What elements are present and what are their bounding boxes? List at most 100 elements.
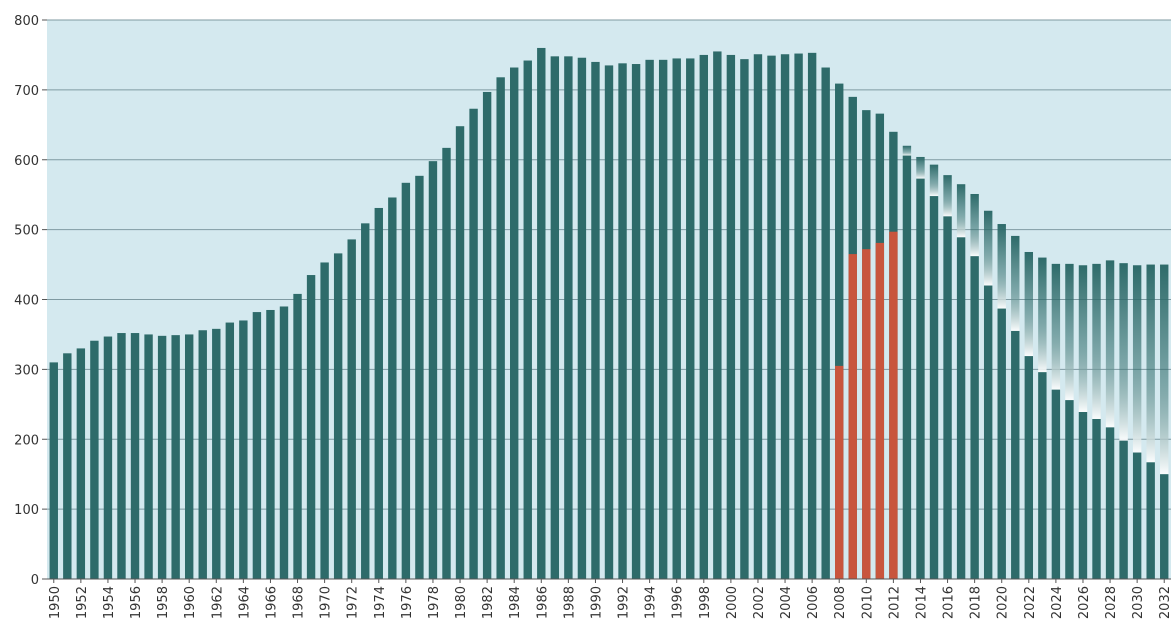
bar-2029 xyxy=(1119,440,1128,579)
bar-projection-2013 xyxy=(902,145,912,156)
bar-1991 xyxy=(604,65,614,579)
bar-2022 xyxy=(1024,356,1034,579)
bar-2025 xyxy=(1065,400,1074,579)
bar-projection-2019 xyxy=(983,210,993,286)
bar-2016 xyxy=(943,216,952,579)
x-tick-label: 1960 xyxy=(183,586,198,619)
bar-1967 xyxy=(279,306,289,579)
x-tick-label: 2002 xyxy=(752,586,767,619)
bar-projection-2023 xyxy=(1038,257,1047,373)
x-tick-label: 2006 xyxy=(806,586,821,619)
bar-1952 xyxy=(76,348,86,579)
bar-1978 xyxy=(428,161,438,579)
y-tick-label: 100 xyxy=(14,503,39,518)
bar-2017 xyxy=(956,237,966,579)
x-tick-label: 1992 xyxy=(617,586,632,619)
x-tick-label: 1988 xyxy=(562,586,577,619)
bar-1985 xyxy=(523,60,532,579)
bar-2014 xyxy=(916,178,925,579)
bar-1969 xyxy=(306,275,316,579)
bar-1960 xyxy=(184,334,194,579)
bar-1980 xyxy=(455,126,465,580)
bar-1994 xyxy=(645,59,654,580)
x-tick-label: 1976 xyxy=(400,586,415,619)
bar-projection-2029 xyxy=(1119,263,1128,441)
y-tick-label: 0 xyxy=(31,573,39,588)
bar-1956 xyxy=(130,333,140,579)
bar-2020 xyxy=(997,308,1006,579)
bar-1981 xyxy=(469,108,478,580)
y-tick-label: 800 xyxy=(14,14,39,29)
bar-2024 xyxy=(1051,389,1061,579)
x-tick-label: 2014 xyxy=(914,586,929,619)
x-tick-label: 2030 xyxy=(1131,586,1146,619)
bar-highlight-2010 xyxy=(862,249,871,579)
bar-highlight-2011 xyxy=(875,242,885,579)
bar-1965 xyxy=(252,312,262,579)
x-tick-label: 1956 xyxy=(129,586,144,619)
bar-highlight-2012 xyxy=(889,231,898,579)
x-tick-label: 1966 xyxy=(264,586,279,619)
y-tick-label: 300 xyxy=(14,363,39,378)
bar-1986 xyxy=(537,47,546,579)
bar-1957 xyxy=(144,334,153,579)
bar-2019 xyxy=(983,285,993,579)
y-tick-label: 200 xyxy=(14,433,39,448)
bar-1993 xyxy=(631,64,641,580)
x-tick-label: 2026 xyxy=(1077,586,1092,619)
bar-2008 xyxy=(835,83,844,580)
bar-2002 xyxy=(753,54,763,579)
y-tick-label: 600 xyxy=(14,154,39,169)
bar-1997 xyxy=(686,58,695,579)
bar-1974 xyxy=(374,207,383,579)
bar-2007 xyxy=(821,67,830,579)
bar-1990 xyxy=(591,61,600,580)
bar-1950 xyxy=(49,362,58,579)
bar-1972 xyxy=(347,239,356,579)
bar-projection-2014 xyxy=(916,156,925,179)
x-tick-label: 1970 xyxy=(319,586,334,619)
bar-1995 xyxy=(658,59,668,580)
bar-2026 xyxy=(1078,411,1088,579)
bar-1989 xyxy=(577,57,587,580)
y-tick-label: 700 xyxy=(14,84,39,99)
bar-1973 xyxy=(361,223,370,579)
bar-1999 xyxy=(713,51,722,580)
x-tick-label: 1980 xyxy=(454,586,469,619)
bar-projection-2030 xyxy=(1132,265,1142,453)
x-tick-label: 2022 xyxy=(1023,586,1038,619)
x-tick-label: 1950 xyxy=(48,586,63,619)
bar-projection-2025 xyxy=(1065,263,1074,401)
bar-2021 xyxy=(1011,330,1020,579)
y-tick-label: 500 xyxy=(14,224,39,239)
bar-projection-2024 xyxy=(1051,263,1061,390)
bar-1983 xyxy=(496,77,505,580)
bar-1953 xyxy=(90,340,99,579)
bar-2003 xyxy=(767,55,776,580)
bar-1964 xyxy=(239,320,248,579)
bar-projection-2028 xyxy=(1105,260,1115,428)
bar-2000 xyxy=(726,54,736,579)
bar-2015 xyxy=(929,196,939,579)
bar-projection-2015 xyxy=(929,164,939,197)
y-axis: 0 100 200 300 400 500 600 700 800 xyxy=(14,14,47,588)
x-tick-label: 1990 xyxy=(589,586,604,619)
x-tick-label: 1964 xyxy=(237,586,252,619)
x-tick-label: 1998 xyxy=(698,586,713,619)
bar-1951 xyxy=(63,353,72,579)
x-tick-label: 2016 xyxy=(942,586,957,619)
bar-projection-2032 xyxy=(1160,264,1169,475)
bar-1958 xyxy=(157,335,167,579)
bar-projection-2017 xyxy=(956,184,966,238)
bar-1962 xyxy=(212,328,221,579)
x-tick-label: 1972 xyxy=(346,586,361,619)
y-tick-label: 400 xyxy=(14,294,39,309)
x-axis: 1950 1952 1954 1956 1958 1960 1962 1964 1966 1968… xyxy=(48,579,1173,619)
x-tick-label: 2032 xyxy=(1158,586,1173,619)
bar-1968 xyxy=(293,293,302,579)
bar-1987 xyxy=(550,56,560,579)
bar-1975 xyxy=(388,197,397,580)
bar-projection-2020 xyxy=(997,224,1006,309)
bars xyxy=(49,47,1169,580)
